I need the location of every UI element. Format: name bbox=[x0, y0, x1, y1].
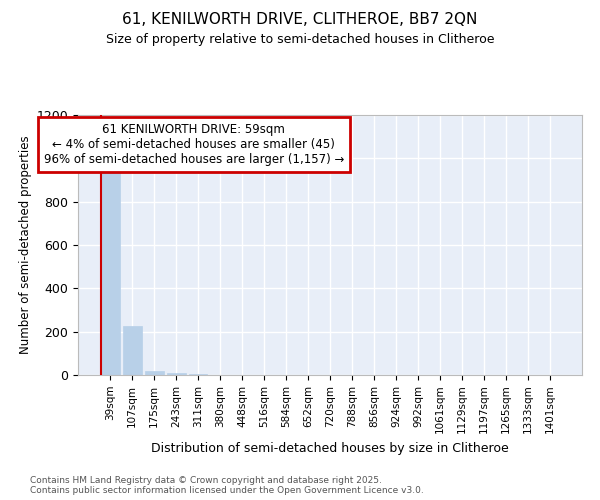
Bar bbox=[189, 374, 208, 375]
X-axis label: Distribution of semi-detached houses by size in Clitheroe: Distribution of semi-detached houses by … bbox=[151, 442, 509, 455]
Bar bbox=[101, 165, 119, 375]
Text: Contains HM Land Registry data © Crown copyright and database right 2025.
Contai: Contains HM Land Registry data © Crown c… bbox=[30, 476, 424, 495]
Text: 61, KENILWORTH DRIVE, CLITHEROE, BB7 2QN: 61, KENILWORTH DRIVE, CLITHEROE, BB7 2QN bbox=[122, 12, 478, 28]
Bar bbox=[167, 373, 185, 375]
Y-axis label: Number of semi-detached properties: Number of semi-detached properties bbox=[19, 136, 32, 354]
Bar bbox=[145, 370, 164, 375]
Bar bbox=[123, 326, 142, 375]
Text: 61 KENILWORTH DRIVE: 59sqm
← 4% of semi-detached houses are smaller (45)
96% of : 61 KENILWORTH DRIVE: 59sqm ← 4% of semi-… bbox=[44, 123, 344, 166]
Text: Size of property relative to semi-detached houses in Clitheroe: Size of property relative to semi-detach… bbox=[106, 32, 494, 46]
